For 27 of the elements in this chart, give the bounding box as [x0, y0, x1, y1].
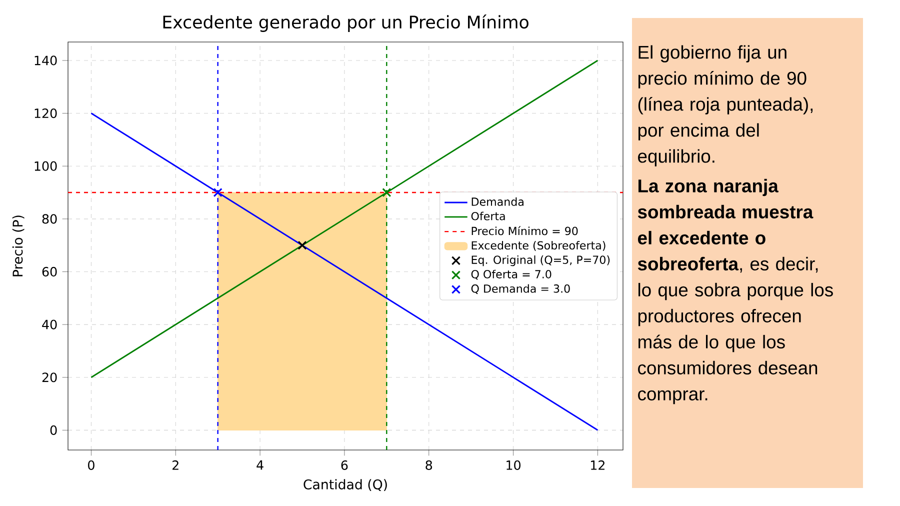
x-tick-label: 10	[506, 460, 520, 470]
y-tick-label: 20	[42, 372, 57, 382]
y-tick-label: 60	[42, 266, 57, 277]
x-tick-label: 2	[172, 460, 178, 470]
x-tick-label: 0	[88, 460, 94, 470]
legend-label: Eq. Original (Q=5, P=70)	[472, 255, 610, 266]
x-tick-label: 12	[591, 460, 604, 470]
x-axis-title: Cantidad (Q)	[304, 479, 387, 492]
y-tick-label: 100	[34, 161, 57, 171]
y-tick-label: 0	[50, 425, 57, 435]
y-axis-title: Precio (P)	[12, 216, 24, 276]
legend-label: Excedente (Sobreoferta)	[472, 241, 606, 251]
legend-label: Demanda	[472, 197, 524, 206]
legend-label: Q Oferta = 7.0	[471, 270, 552, 280]
x-tick-label: 6	[341, 460, 348, 470]
y-tick-label: 40	[42, 320, 57, 330]
chart-title: Excedente generado por un Precio Mínimo	[163, 14, 528, 32]
legend-label: Q Demanda = 3.0	[471, 284, 570, 294]
x-tick-label: 8	[426, 460, 432, 470]
legend-label: Precio Mínimo = 90	[472, 226, 578, 236]
legend-label: Oferta	[471, 212, 505, 220]
text: La zona naranja sombreada muestra el excedente o sobreoferta, es decir, lo que sobra porque los productores ofrecen más de lo que los consumidores desean comprar.	[638, 178, 833, 404]
y-tick-label: 120	[34, 108, 57, 118]
y-tick-label: 140	[34, 56, 57, 66]
x-tick-label: 4	[256, 460, 264, 470]
y-tick-label: 80	[42, 214, 57, 224]
text: El gobierno fija un precio mínimo de 90 (línea roja punteada), por encima del equilibrio.	[638, 45, 813, 166]
